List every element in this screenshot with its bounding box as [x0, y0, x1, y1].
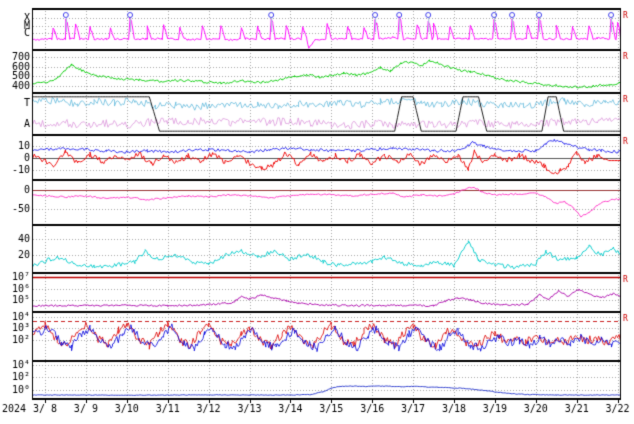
space-weather-multipanel-chart [0, 0, 634, 424]
chart-canvas [0, 0, 634, 424]
